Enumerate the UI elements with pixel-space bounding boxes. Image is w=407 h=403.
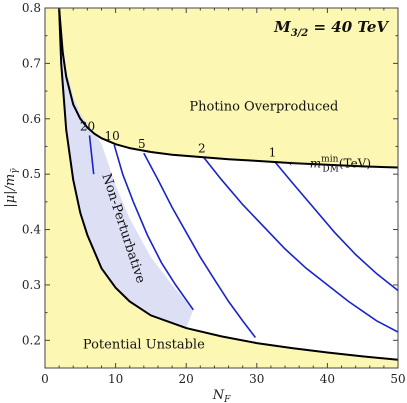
contour-line-1	[273, 160, 398, 292]
photino-overproduced-region	[45, 8, 398, 168]
contour-label-20: 20	[80, 119, 95, 133]
lower-boundary-curve	[58, 8, 398, 361]
contour-line-2	[203, 157, 398, 333]
legend-superscript: min	[321, 155, 338, 165]
y-tick-label: 0.5	[22, 167, 41, 181]
y-tick-label: 0.2	[22, 333, 41, 347]
x-axis-subscript: F	[223, 395, 231, 403]
legend-subscript: DM	[322, 165, 338, 175]
legend-unit: (TeV)	[339, 157, 371, 171]
title-rest: = 40 TeV	[308, 18, 389, 36]
contour-labels: 20 10 5 2 1	[80, 119, 276, 159]
y-tick-label: 0.7	[22, 56, 41, 70]
non-perturbative-region	[59, 8, 194, 329]
x-tick-label: 20	[179, 372, 194, 386]
y-tick-label: 0.3	[22, 278, 41, 292]
legend-symbol: m	[310, 157, 321, 171]
upper-boundary-curve	[58, 8, 398, 169]
y-axis-symbol: |μ|/m	[3, 174, 18, 208]
axis-ticks: 0 10 20 30 40 50 0.2 0.3 0.4 0.5 0.6 0.7 0.8	[22, 1, 406, 386]
chart-title: M3/2 = 40 TeV	[273, 18, 389, 39]
mdm-legend-note: ⟵ mmin DM(TeV)	[289, 155, 371, 175]
title-subscript: 3/2	[291, 28, 309, 39]
potential-unstable-label: Potential Unstable	[83, 338, 205, 353]
x-tick-label: 10	[108, 372, 123, 386]
x-axis-symbol: N	[212, 388, 225, 403]
contour-line-20	[88, 135, 95, 175]
contour-line-5	[143, 152, 257, 338]
title-symbol: M	[273, 18, 291, 36]
y-tick-label: 0.4	[22, 223, 41, 237]
x-tick-label: 30	[249, 372, 264, 386]
contour-line-10	[113, 144, 194, 311]
legend-arrow: ⟵	[289, 157, 306, 171]
contour-label-10: 10	[105, 129, 120, 143]
plot-frame	[44, 7, 399, 369]
x-tick-label: 50	[390, 372, 405, 386]
contour-lines	[88, 135, 398, 338]
x-tick-label: 40	[320, 372, 335, 386]
x-axis-label: NF	[212, 388, 231, 403]
contour-label-5: 5	[138, 137, 146, 151]
photino-overproduced-label: Photino Overproduced	[189, 99, 338, 114]
y-axis-label: |μ|/mγ̃	[3, 168, 20, 208]
y-tick-label: 0.6	[22, 112, 41, 126]
contour-label-2: 2	[198, 142, 206, 156]
x-tick-label: 0	[41, 372, 49, 386]
y-axis-subscript: γ̃	[9, 168, 20, 174]
potential-unstable-region	[45, 8, 398, 368]
y-tick-label: 0.8	[22, 1, 41, 15]
contour-label-1: 1	[269, 145, 277, 159]
